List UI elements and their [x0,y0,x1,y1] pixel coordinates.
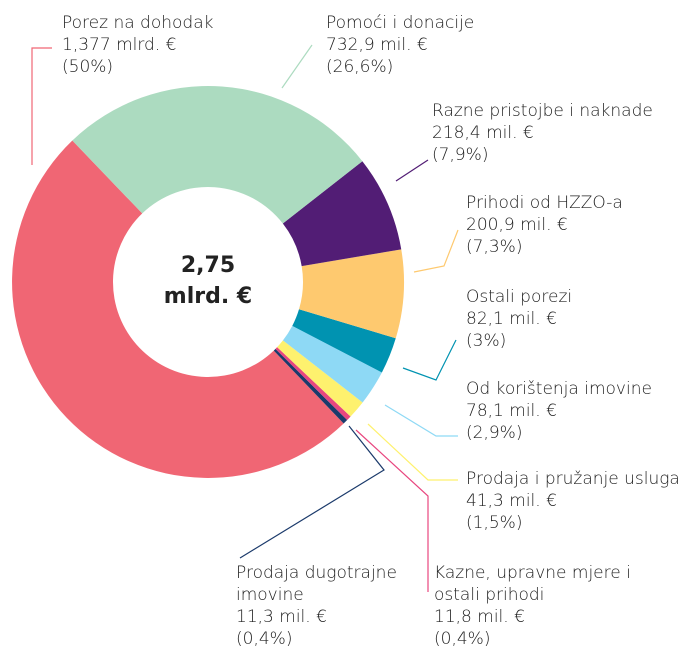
center-unit: mlrd. € [164,284,252,309]
percent-label: (0,4%) [434,629,491,649]
amount: 732,9 mil. € [326,35,428,55]
center-value: 2,75 [181,253,235,278]
slice-label: Prodaja dugotrajne imovine 11,3 mil. € (0,… [236,562,416,650]
slice-label: Pomoći i donacije 732,9 mil. € (26,6%) [326,12,546,78]
percent-label: (0,4%) [236,629,293,649]
leader-line [384,404,458,437]
donut-slice [292,309,396,373]
percent-label: (3%) [466,331,507,351]
slice-label: Prihodi od HZZO-a 200,9 mil. € (7,3%) [466,192,676,258]
amount: 11,8 mil. € [434,607,525,627]
percent-label: (2,9%) [466,423,523,443]
leader-line [367,423,458,481]
leader-line [31,47,52,165]
slice-label: Razne pristojbe i naknade 218,4 mil. € (7,… [432,100,682,166]
leader-line [355,429,429,592]
percent-label: (7,3%) [466,237,523,257]
percent-label: (1,5%) [466,513,523,533]
percent-label: (26,6%) [326,57,394,77]
category-name: Prodaja dugotrajne imovine [236,563,397,605]
amount: 1,377 mlrd. € [62,35,177,55]
category-name: Razne pristojbe i naknade [432,101,653,121]
slice-label: Porez na dohodak 1,377 mlrd. € (50%) [62,12,262,78]
leader-line [402,339,457,381]
percent-label: (7,9%) [432,145,489,165]
donut-slice [275,347,351,421]
percent-label: (50%) [62,57,114,77]
category-name: Ostali porezi [466,287,573,307]
amount: 11,3 mil. € [236,607,327,627]
amount: 78,1 mil. € [466,401,557,421]
donut-slice [282,325,382,403]
category-name: Kazne, upravne mjere i ostali prihodi [434,563,631,605]
leader-line [239,425,385,559]
amount: 200,9 mil. € [466,215,568,235]
donut-slice [72,85,363,224]
slice-label: Prodaja i pružanje usluga 41,3 mil. € (1,5… [466,468,686,534]
slice-label: Kazne, upravne mjere i ostali prihodi 11,… [434,562,634,650]
donut-slice [282,161,402,267]
leader-line [281,44,313,89]
amount: 41,3 mil. € [466,491,557,511]
slice-label: Ostali porezi 82,1 mil. € (3%) [466,286,676,352]
category-name: Pomoći i donacije [326,13,475,33]
category-name: Prodaja i pružanje usluga [466,469,680,489]
leader-line [413,229,459,273]
leader-line [395,159,429,182]
amount: 218,4 mil. € [432,123,534,143]
donut-slice [277,340,363,417]
category-name: Prihodi od HZZO-a [466,193,623,213]
donut-slice [299,249,405,339]
category-name: Porez na dohodak [62,13,214,33]
amount: 82,1 mil. € [466,309,557,329]
slice-label: Od korištenja imovine 78,1 mil. € (2,9%) [466,378,676,444]
category-name: Od korištenja imovine [466,379,652,399]
donut-slice [273,348,348,424]
donut-slice [12,140,344,478]
